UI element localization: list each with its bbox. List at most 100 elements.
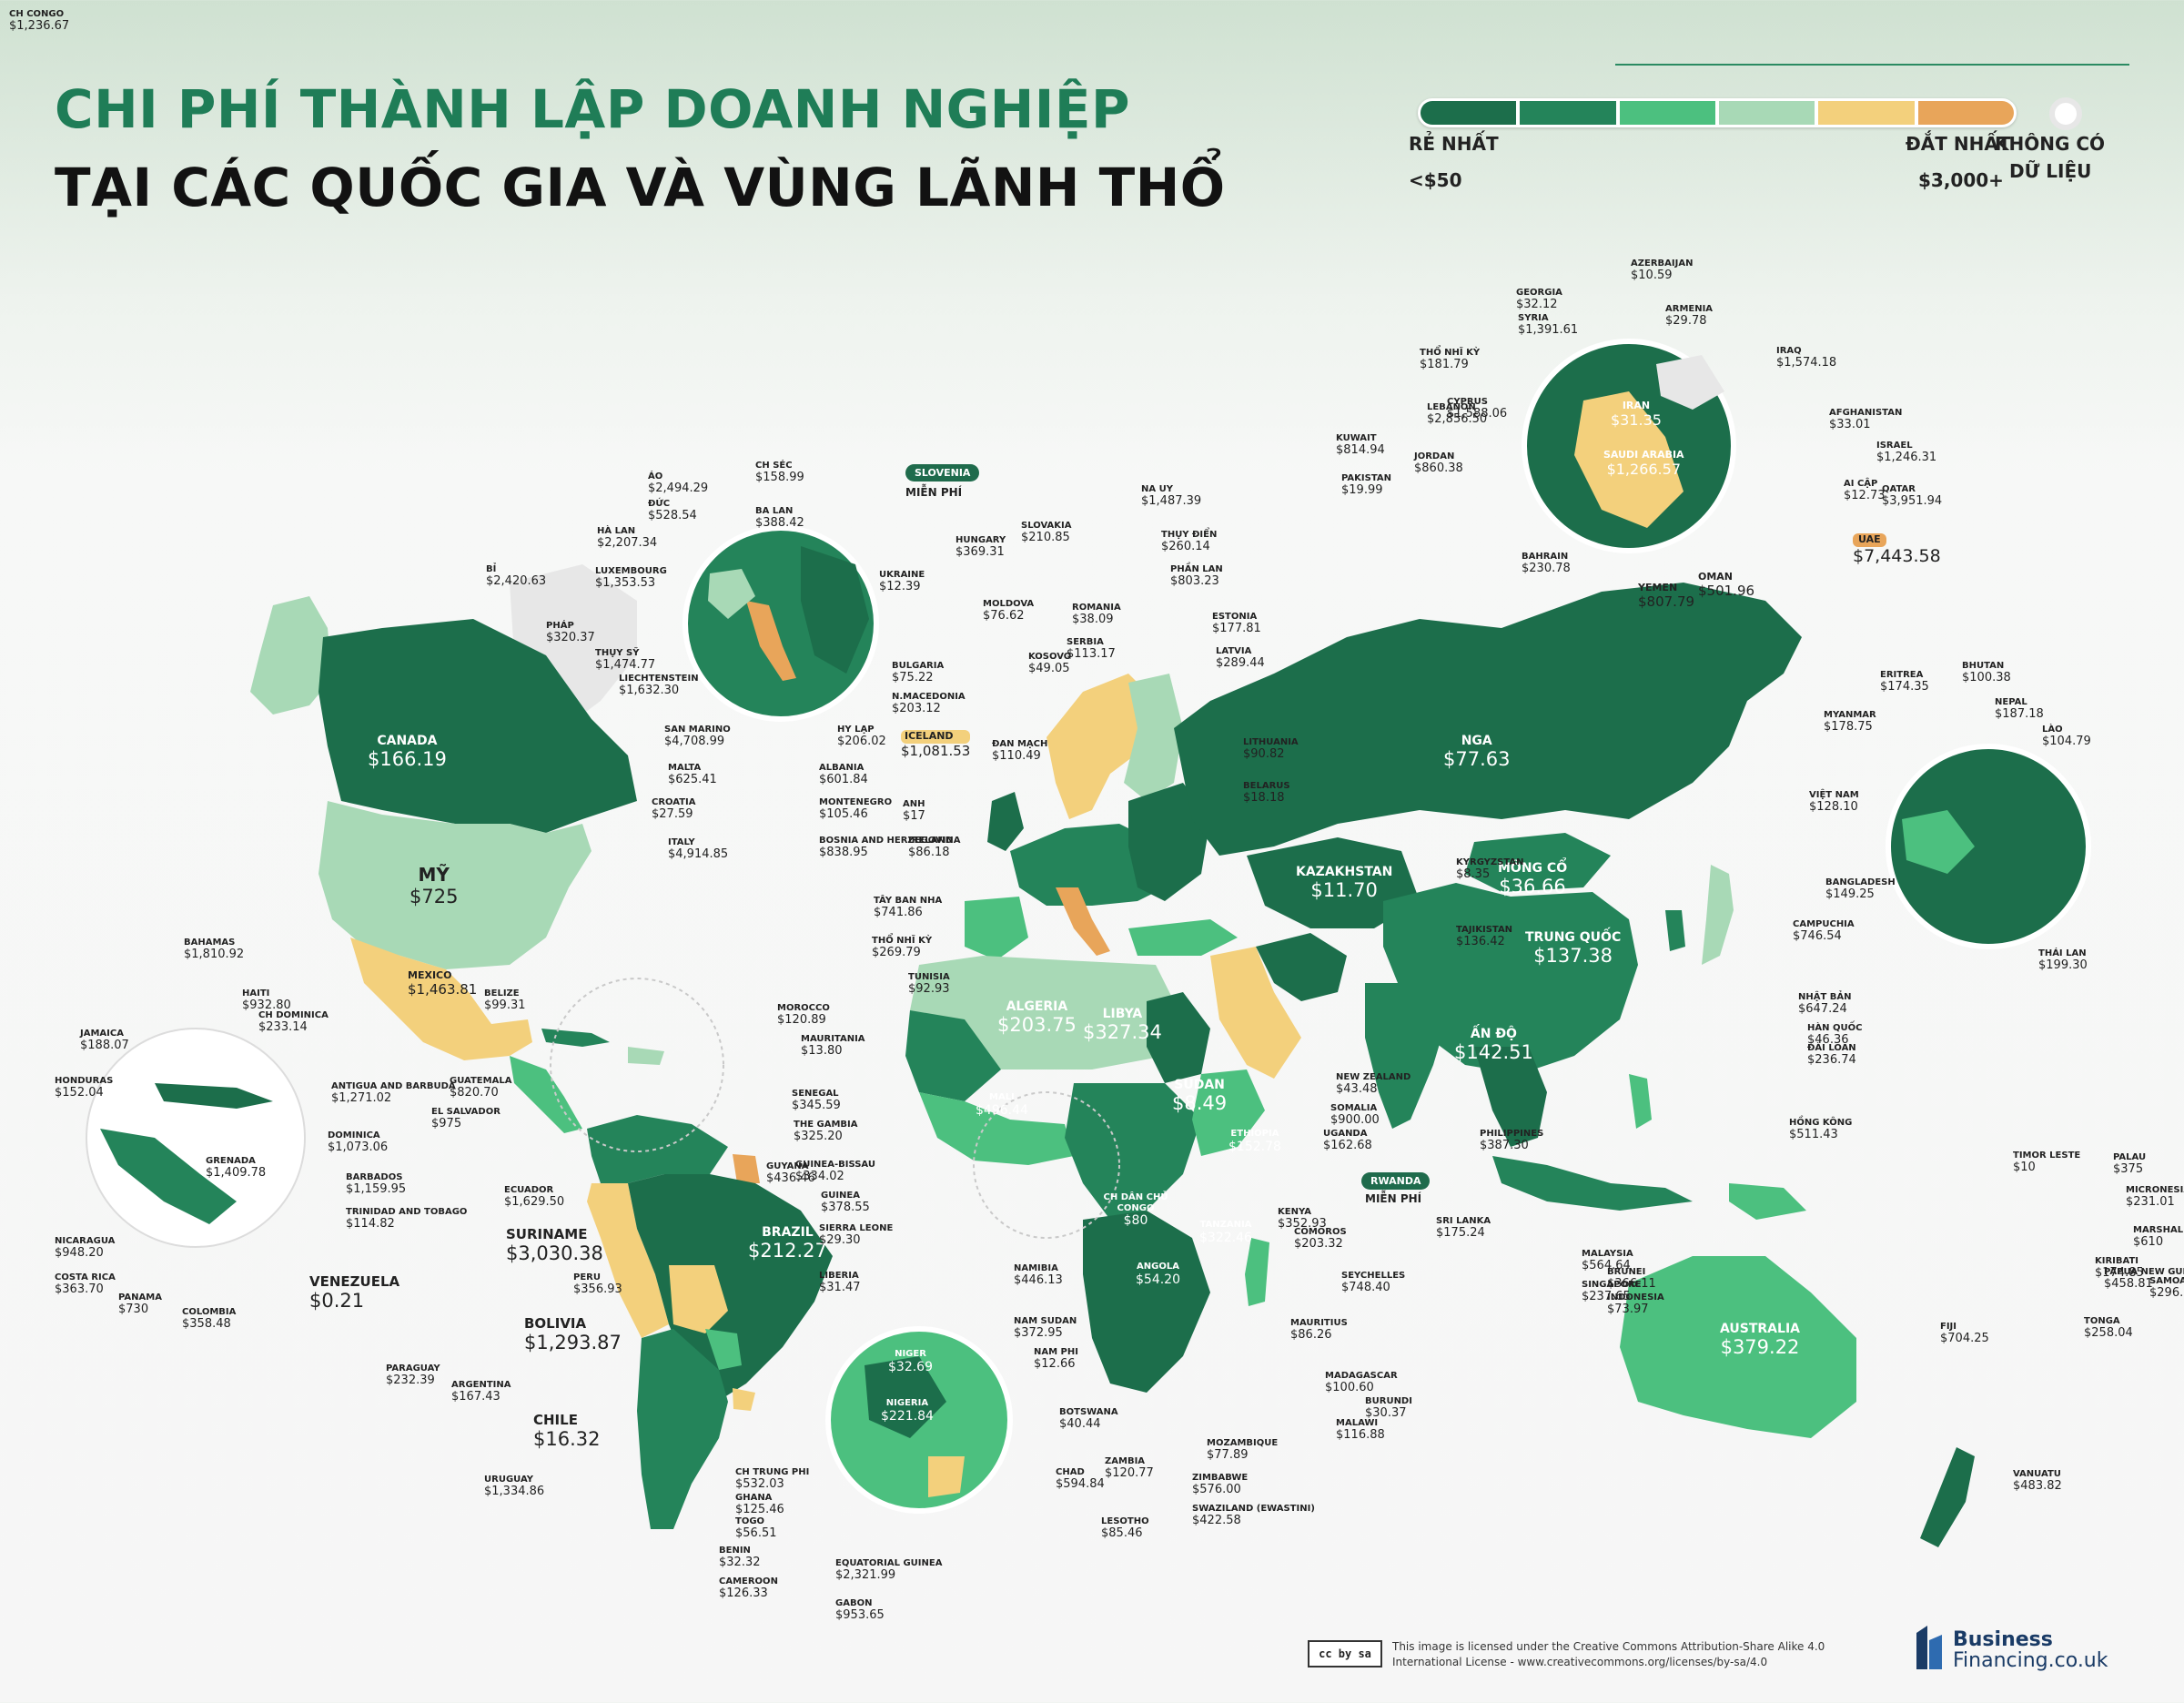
label-venezuela: VENEZUELA $0.21 (309, 1273, 400, 1313)
country-label: THÁI LAN $199.30 (2038, 948, 2088, 972)
country-name: NA UY (1141, 484, 1173, 494)
label-india: ẤN ĐỘ $142.51 (1454, 1027, 1533, 1064)
country-name: ĐÀI LOAN (1807, 1043, 1856, 1053)
country-name: NAM PHI (1034, 1347, 1078, 1357)
country-cost: $104.79 (2042, 734, 2091, 748)
country-label: FIJI $704.25 (1940, 1322, 1989, 1345)
legend-seg-5 (1818, 101, 1915, 125)
country-cost: $77.89 (1207, 1447, 1249, 1462)
country-cost: $43.48 (1336, 1081, 1378, 1096)
country-cost: $2,856.50 (1427, 411, 1488, 426)
country-label: KIRIBATI $174.85 (2095, 1256, 2144, 1280)
country-cost: $188.07 (80, 1038, 129, 1052)
country-cost: $181.79 (1420, 357, 1469, 371)
country-cost: $1,353.53 (595, 575, 656, 590)
country-cost: $730 (118, 1302, 149, 1316)
country-label: CYPRUS $1,588.06 (1447, 397, 1507, 421)
country-cost: $49.05 (1028, 661, 1070, 675)
label-saudi-arabia: SAUDI ARABIA $1,266.57 (1603, 449, 1684, 478)
country-name: BELIZE (484, 988, 520, 998)
country-label: KUWAIT $814.94 (1336, 433, 1385, 457)
finland-baltic (1124, 674, 1183, 801)
country-name: VIỆT NAM (1809, 790, 1859, 800)
country-name: PHÁP (546, 621, 574, 631)
middle-east-inset-saudi (1574, 391, 1684, 528)
country-cost: $1,487.39 (1141, 493, 1202, 508)
country-name: ROMANIA (1072, 603, 1121, 613)
country-label: ECUADOR $1,629.50 (504, 1185, 564, 1209)
country-label: BENIN $32.32 (719, 1546, 761, 1569)
country-cost: $953.65 (835, 1607, 885, 1622)
country-label: EL SALVADOR $975 (431, 1107, 500, 1130)
country-cost: $576.00 (1192, 1482, 1241, 1496)
country-label: CROATIA $27.59 (652, 797, 696, 821)
country-label: PAPUA NEW GUINEA$458.81 (2104, 1267, 2184, 1291)
country-label: ÁO $2,494.29 (648, 471, 708, 495)
country-name: MOZAMBIQUE (1207, 1438, 1279, 1448)
korea (1665, 910, 1685, 951)
country-cost: $175.24 (1436, 1225, 1485, 1240)
country-label: THỤY ĐIỂN $260.14 (1161, 530, 1217, 553)
country-name: ANTIGUA AND BARBUDA (331, 1081, 456, 1091)
country-name: CYPRUS (1447, 397, 1488, 407)
country-name: COSTA RICA (55, 1272, 116, 1282)
country-name: MYANMAR (1824, 710, 1876, 720)
west-africa-inset-dark (864, 1356, 946, 1438)
country-label: LIECHTENSTEIN $1,632.30 (619, 674, 699, 697)
country-cost: $975 (431, 1116, 462, 1130)
country-cost: $741.86 (874, 905, 923, 919)
country-name: AI CẬP (1844, 479, 1878, 489)
paraguay (705, 1329, 742, 1370)
country-name: SOMALIA (1330, 1103, 1378, 1113)
country-name: SAN MARINO (664, 725, 731, 735)
country-cost: $12.73 (1844, 488, 1886, 502)
country-cost: $32.32 (719, 1555, 761, 1569)
country-name: SWAZILAND (EWASTINI) (1192, 1504, 1315, 1514)
iberia (965, 897, 1028, 960)
country-name: MADAGASCAR (1325, 1371, 1398, 1381)
southeast-asia (1474, 1047, 1547, 1147)
country-label: MALTA $625.41 (668, 763, 717, 786)
country-name: PANAMA (118, 1292, 162, 1303)
label-sudan: SUDAN $8.49 (1172, 1078, 1228, 1115)
country-cost: $320.37 (546, 630, 595, 644)
country-cost: $388.42 (755, 515, 804, 530)
country-label: HỒNG KÔNG $511.43 (1789, 1118, 1852, 1141)
country-label: SENEGAL $345.59 (792, 1089, 841, 1112)
country-name: PHẦN LAN (1170, 564, 1223, 574)
country-label: SAMOA$296.24 (2149, 1276, 2184, 1300)
country-cost: $820.70 (450, 1085, 499, 1100)
country-cost: $75.22 (892, 670, 934, 684)
country-label: AFGHANISTAN $33.01 (1829, 408, 1902, 431)
country-cost: $46.36 (1807, 1032, 1849, 1047)
country-name: GHANA (735, 1493, 773, 1503)
country-label: CAMPUCHIA $746.54 (1793, 919, 1855, 943)
country-label: CH SÉC $158.99 (755, 461, 804, 484)
country-cost: $375 (2113, 1161, 2144, 1176)
country-label: MOLDOVA $76.62 (983, 599, 1034, 623)
label-oman: OMAN $501.96 (1698, 571, 1755, 599)
country-cost: $73.97 (1607, 1302, 1649, 1316)
country-label: BỈ $2,420.63 (486, 564, 546, 588)
country-cost: $345.59 (792, 1098, 841, 1112)
country-cost: $18.18 (1243, 790, 1285, 805)
country-name: ĐAN MẠCH (992, 739, 1048, 749)
country-cost: $2,420.63 (486, 573, 547, 588)
label-angola: ANGOLA $54.20 (1136, 1262, 1180, 1287)
country-name: LITHUANIA (1243, 737, 1299, 747)
country-label: SOMALIA $900.00 (1330, 1103, 1380, 1127)
country-name: LÀO (2042, 725, 2063, 735)
uruguay (733, 1388, 755, 1411)
east-africa-inset-guide (973, 1091, 1120, 1239)
country-name: CH CONGO (9, 9, 65, 19)
country-name: PARAGUAY (386, 1363, 440, 1374)
country-label: ĐÀI LOAN $236.74 (1807, 1043, 1856, 1067)
country-cost: $231.01 (2126, 1194, 2175, 1209)
country-label: THỔ NHĨ KỲ $181.79 (1420, 348, 1480, 371)
country-name: PERU (573, 1272, 601, 1282)
country-cost: $210.85 (1021, 530, 1070, 544)
country-label: MALAYSIA $564.64 (1582, 1249, 1633, 1272)
country-name: THÁI LAN (2038, 948, 2087, 958)
country-name: KOSOVO (1028, 652, 1072, 662)
label-ethiopia: ETHIOPIA $152.78 (1228, 1129, 1281, 1154)
